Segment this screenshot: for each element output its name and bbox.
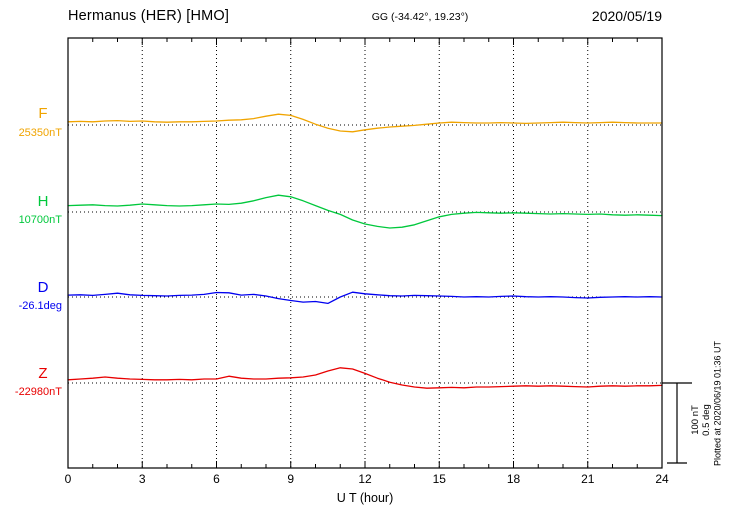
x-tick-label-9: 9 [287,472,295,486]
x-tick-label-3: 3 [138,472,146,486]
trace-F [67,113,663,133]
x-tick-label-12: 12 [358,472,372,486]
x-tick-label-21: 21 [581,472,595,486]
plot-date: 2020/05/19 [591,8,662,24]
x-tick-label-15: 15 [432,472,446,486]
x-tick-label-0: 0 [64,472,72,486]
x-axis-label: U T (hour) [336,491,394,505]
trace-z-letter: Z [38,365,48,382]
trace-d-baseline: -26.1deg [18,300,62,312]
plot-border [67,37,663,469]
trace-z-baseline: -22980nT [14,386,62,398]
x-tick-label-18: 18 [506,472,521,486]
x-axis-ticks: 0 3 6 9 12 15 18 21 24 [0,472,730,488]
scale-bar [662,382,692,464]
trace-f-letter: F [38,105,48,122]
x-tick-label-24: 24 [655,472,669,486]
plotted-at-label: Plotted at 2020/06/19 01:36 UT [712,340,723,467]
trace-h-baseline: 10700nT [18,214,62,226]
trace-d-letter: D [37,279,49,296]
scale-100nt-label: 100 nT [690,405,701,435]
geo-coords: GG (-34.42°, 19.23°) [371,11,469,23]
station-title: Hermanus (HER) [HMO] [68,8,230,24]
trace-f-baseline: 25350nT [18,127,62,139]
trace-D [67,291,663,305]
trace-H [67,194,663,229]
scale-05deg-label: 0.5 deg [701,404,712,436]
trace-Z [67,367,663,389]
trace-h-letter: H [37,193,49,210]
x-tick-label-6: 6 [213,472,220,486]
